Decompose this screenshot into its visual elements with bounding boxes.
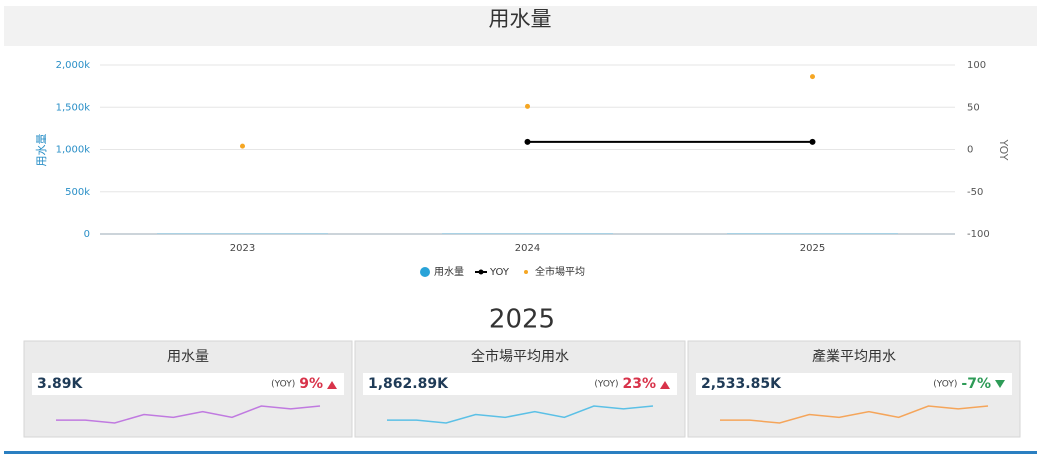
y2-tick-label: -50 <box>967 187 983 198</box>
card-yoy-label: (YOY) <box>933 380 957 390</box>
y-tick-label: 1,500k <box>56 102 91 113</box>
legend-label: 全市場平均 <box>535 265 585 278</box>
y2-axis-label: YOY <box>997 139 1010 161</box>
card-value: 3.89K <box>37 376 84 392</box>
card-yoy-label: (YOY) <box>594 380 618 390</box>
point <box>240 144 245 149</box>
card-title: 產業平均用水 <box>812 348 896 365</box>
point <box>810 74 815 79</box>
legend-swatch <box>479 270 484 275</box>
card-title: 用水量 <box>167 349 209 365</box>
legend-swatch <box>420 267 430 277</box>
card-change: 23% <box>622 376 656 392</box>
y2-tick-label: 0 <box>967 145 973 156</box>
card-change: 9% <box>299 376 323 392</box>
y-axis-label: 用水量 <box>35 134 48 167</box>
x-tick-label: 2025 <box>800 243 825 254</box>
bottom-rule <box>4 451 1037 454</box>
legend-label: YOY <box>489 267 510 278</box>
legend-label: 用水量 <box>434 266 464 278</box>
x-tick-label: 2024 <box>515 243 540 254</box>
y2-tick-label: 50 <box>967 102 980 113</box>
card-title: 全市場平均用水 <box>471 348 569 365</box>
card-yoy-label: (YOY) <box>271 380 295 390</box>
legend-swatch <box>524 270 528 274</box>
y2-tick-label: 100 <box>967 60 986 71</box>
x-tick-label: 2023 <box>230 243 255 254</box>
point <box>525 104 530 109</box>
y2-tick-label: -100 <box>967 229 990 240</box>
y-tick-label: 500k <box>65 187 90 198</box>
chart-title: 用水量 <box>489 7 552 31</box>
line-point <box>525 139 531 145</box>
y-tick-label: 0 <box>84 229 90 240</box>
card-value: 1,862.89K <box>368 376 449 392</box>
y-tick-label: 1,000k <box>56 145 91 156</box>
summary-year: 2025 <box>489 305 555 335</box>
y-tick-label: 2,000k <box>56 60 91 71</box>
card-change: -7% <box>961 376 991 392</box>
card-value: 2,533.85K <box>701 376 782 392</box>
line-point <box>810 139 816 145</box>
